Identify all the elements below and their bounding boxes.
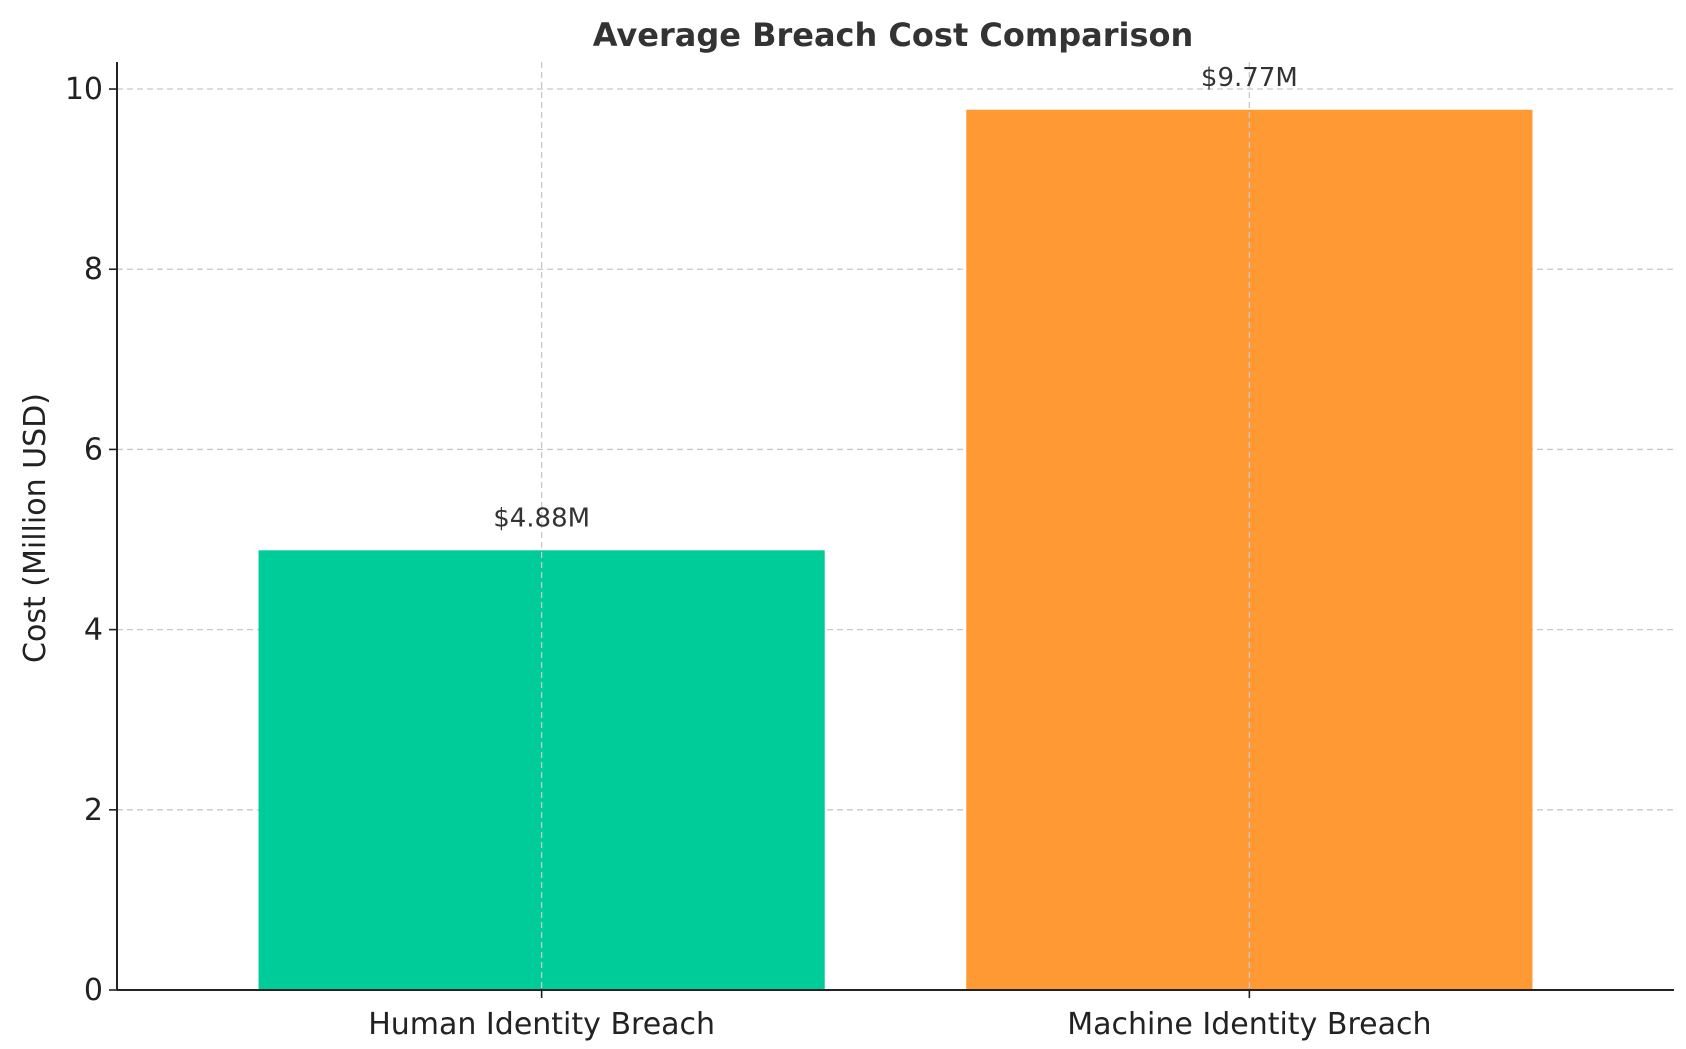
data-label: $4.88M — [493, 503, 590, 533]
y-axis-label: Cost (Million USD) — [18, 393, 53, 663]
plot-area: 0 2 4 6 8 10 $4.88M $9.77M Human Identity Breach… — [65, 62, 1674, 1042]
y-tick-label: 10 — [65, 72, 103, 107]
y-tick-label: 4 — [84, 613, 103, 648]
x-tick-label: Human Identity Breach — [368, 1007, 715, 1042]
y-tick-label: 2 — [84, 793, 103, 828]
data-label: $9.77M — [1201, 63, 1298, 93]
y-tick-label: 6 — [84, 432, 103, 467]
y-tick-label: 8 — [84, 252, 103, 287]
y-tick-label: 0 — [84, 973, 103, 1008]
x-tick-label: Machine Identity Breach — [1067, 1007, 1431, 1042]
chart-title: Average Breach Cost Comparison — [593, 16, 1194, 54]
